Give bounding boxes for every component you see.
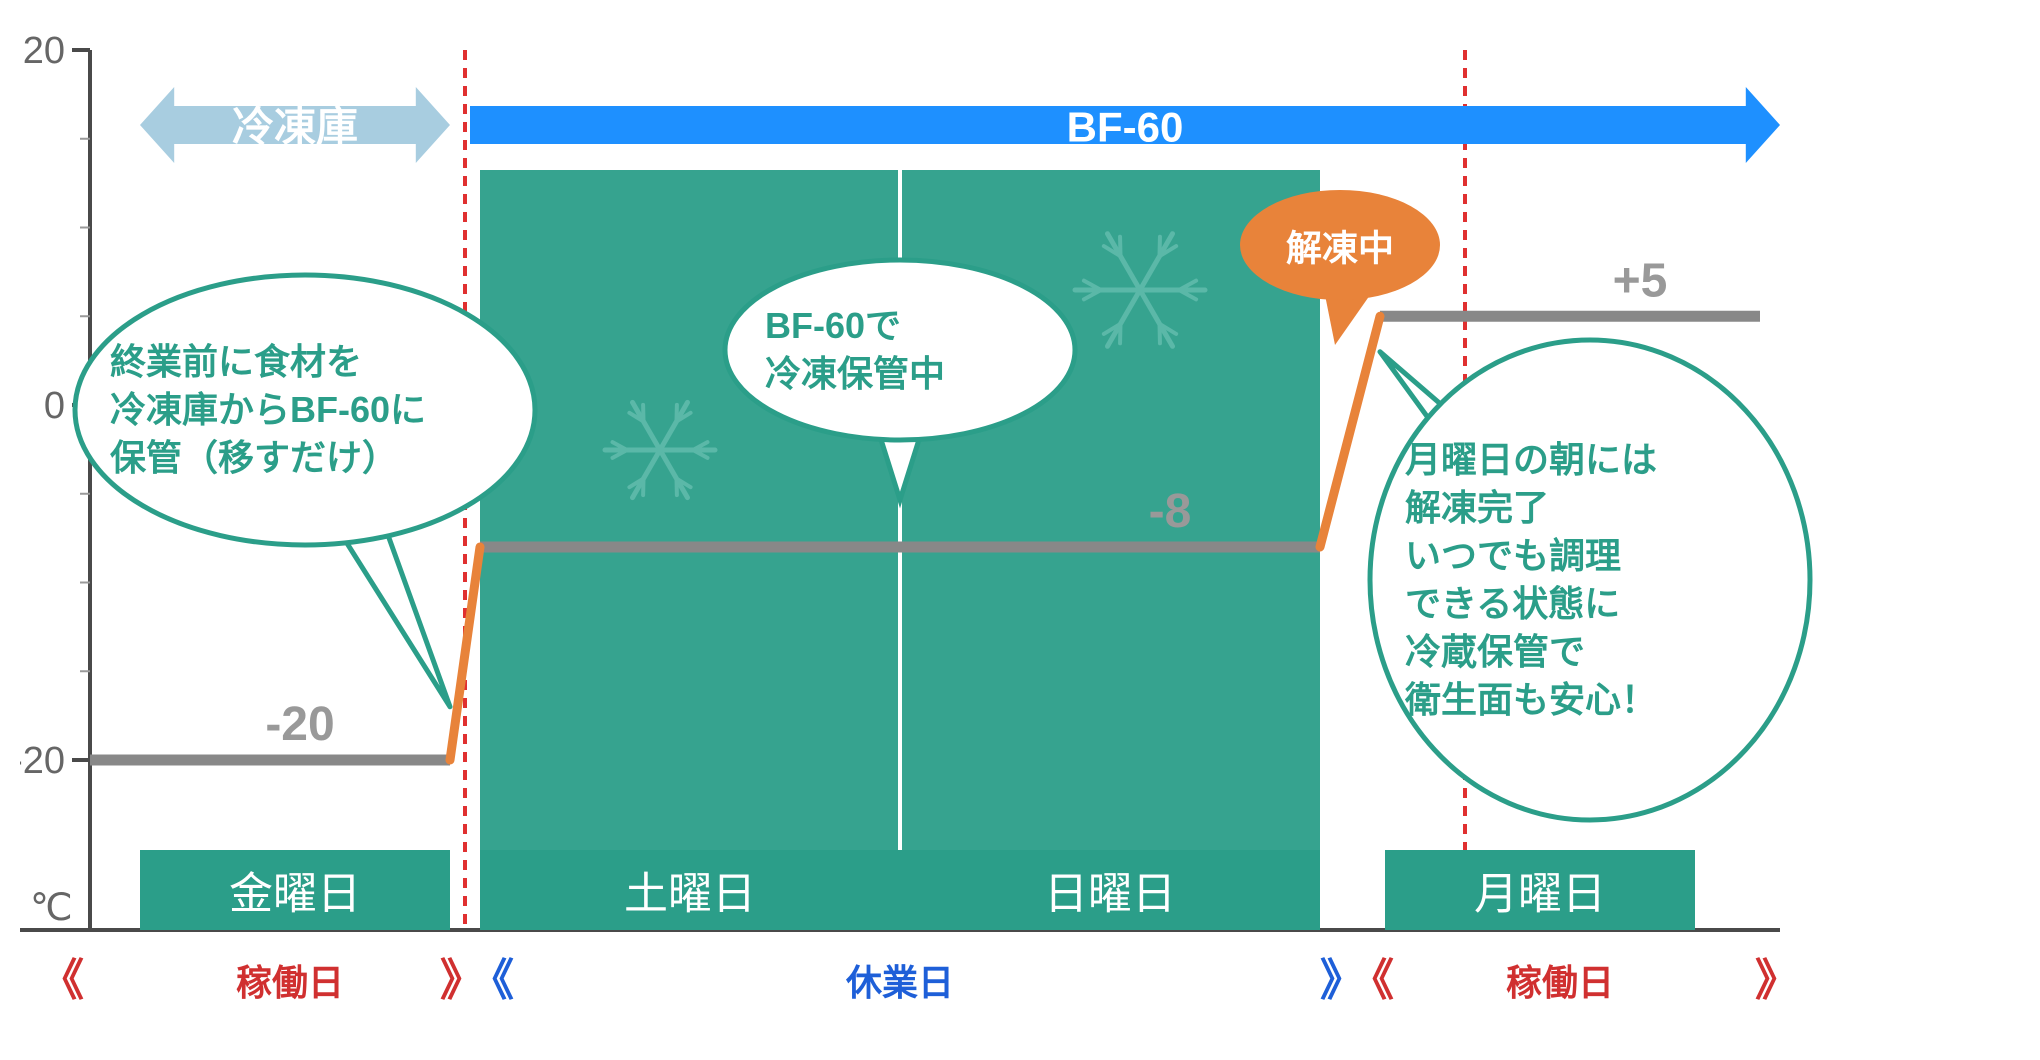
callout-line: 冷蔵保管で (1405, 631, 1585, 672)
callout-line: 解凍完了 (1405, 487, 1549, 528)
callout-line: 冷凍保管中 (765, 353, 945, 394)
y-tick-label: 20 (23, 30, 65, 72)
temperature-timeline-chart: -20 0 20 ℃ 冷凍庫 BF-60 -20 -8 +5 金曜日 土曜日 日曜日 月曜日 終業前に食材… (20, 20, 2040, 1040)
y-tick-label: 0 (44, 385, 65, 427)
day-label: 金曜日 (229, 870, 361, 919)
day-label: 土曜日 (624, 870, 756, 919)
temperature-label: -8 (1149, 485, 1192, 538)
arrow-label: 冷凍庫 (232, 104, 358, 151)
badge-label: 解凍中 (1286, 228, 1394, 269)
callout-line: 月曜日の朝には (1405, 439, 1657, 480)
footer-bracket: 《 (40, 956, 84, 1005)
callout-line: いつでも調理 (1405, 535, 1621, 576)
y-axis-unit: ℃ (30, 887, 73, 929)
day-label: 日曜日 (1044, 870, 1176, 919)
footer-label: 稼働日 (1506, 962, 1614, 1003)
transition-line (1320, 316, 1380, 547)
callout-line: BF-60で (765, 305, 901, 346)
day-label: 月曜日 (1474, 870, 1606, 919)
callout-right: 月曜日の朝には解凍完了いつでも調理できる状態に冷蔵保管で衛生面も安心！ (1370, 340, 1810, 820)
callout-line: 衛生面も安心！ (1404, 679, 1657, 720)
callout-line: 冷凍庫からBF-60に (110, 389, 426, 430)
callout-line: 終業前に食材を (110, 341, 362, 382)
y-tick-label: -20 (20, 740, 65, 782)
footer-bracket: 《 (1350, 956, 1394, 1005)
temperature-label: +5 (1613, 254, 1668, 307)
footer-label: 休業日 (845, 962, 954, 1003)
footer-bracket: 《 (470, 956, 514, 1005)
footer-bracket: 》 (1755, 956, 1799, 1005)
callout-line: 保管（移すだけ） (110, 437, 398, 478)
footer-label: 稼働日 (236, 962, 344, 1003)
callout-line: できる状態に (1405, 583, 1620, 624)
arrow-label: BF-60 (1067, 104, 1184, 151)
temperature-label: -20 (265, 698, 334, 751)
